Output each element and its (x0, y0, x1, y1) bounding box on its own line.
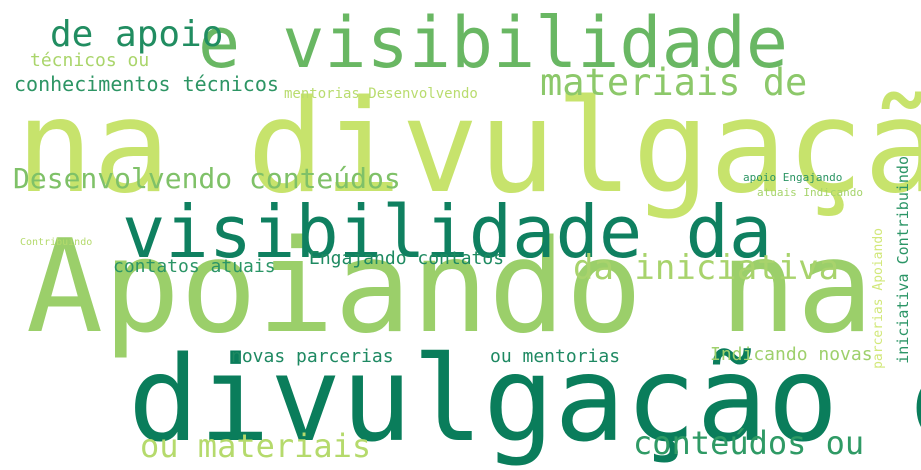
word-tecnicos-ou: técnicos ou (30, 50, 150, 71)
word-indicando-novas: Indicando novas (710, 344, 873, 365)
word-parcerias-apoiando: parcerias Apoiando (871, 228, 886, 369)
word-na-divulgacao: na divulgação (16, 73, 921, 222)
word-da-iniciativa: da iniciativa (573, 248, 840, 288)
word-engajando-contatos: Engajando contatos (309, 248, 505, 269)
word-ou-mentorias: ou mentorias (490, 346, 621, 367)
word-apoio-engajando: apoio Engajando (743, 171, 843, 184)
word-atuais-indicando: atuais Indicando (757, 186, 863, 199)
word-contribuindo: Contribuindo (20, 237, 93, 248)
word-iniciativa-contribuindo: iniciativa Contribuindo (894, 156, 912, 364)
word-visibilidade-da: visibilidade da (122, 190, 773, 274)
word-contatos-atuais: contatos atuais (113, 256, 276, 277)
word-mentorias-desenvolvendo: mentorias Desenvolvendo (284, 86, 478, 102)
word-desenvolvendo-conteudos: Desenvolvendo conteúdos (13, 162, 401, 195)
word-novas-parcerias: novas parcerias (231, 346, 394, 367)
word-conhecimentos-tecnicos: conhecimentos técnicos (14, 72, 279, 96)
word-apoiando-na: Apoiando na (26, 213, 874, 362)
word-de-apoio: de apoio (50, 14, 224, 55)
word-conteudos-ou: conteúdos ou (633, 424, 865, 462)
word-e-visibilidade: e visibilidade (198, 2, 789, 84)
word-ou-materiais: ou materiais (140, 427, 372, 465)
word-materiais-de: materiais de (540, 61, 808, 104)
word-divulgacao-e: divulgação e (128, 330, 921, 468)
